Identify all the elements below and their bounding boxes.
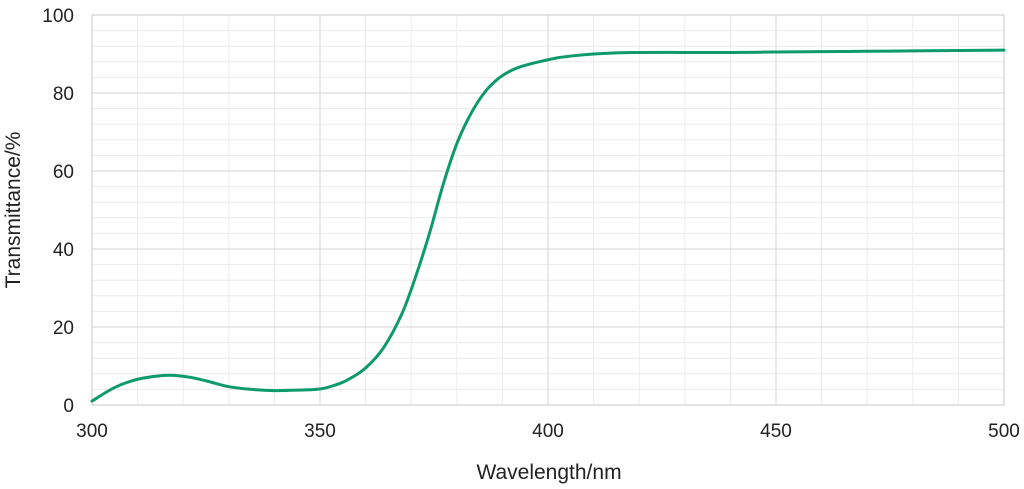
y-tick-label: 100 bbox=[42, 6, 74, 27]
plot-frame bbox=[91, 14, 1005, 406]
x-tick-label: 400 bbox=[532, 421, 564, 442]
x-axis-label: Wavelength/nm bbox=[476, 461, 621, 484]
y-tick-label: 0 bbox=[63, 396, 74, 417]
x-tick-label: 450 bbox=[760, 421, 792, 442]
y-tick-label: 40 bbox=[53, 240, 74, 261]
y-axis-ticks: 0 20 40 60 80 100 bbox=[42, 6, 74, 417]
x-tick-label: 300 bbox=[76, 421, 108, 442]
x-tick-label: 350 bbox=[304, 421, 336, 442]
y-axis-label: Transmittance/% bbox=[2, 132, 25, 289]
x-axis-ticks: 300 350 400 450 500 bbox=[76, 421, 1020, 442]
y-tick-label: 20 bbox=[53, 318, 74, 339]
transmittance-curve bbox=[90, 48, 1006, 403]
x-tick-label: 500 bbox=[988, 421, 1020, 442]
y-tick-label: 80 bbox=[53, 84, 74, 105]
y-tick-label: 60 bbox=[53, 162, 74, 183]
